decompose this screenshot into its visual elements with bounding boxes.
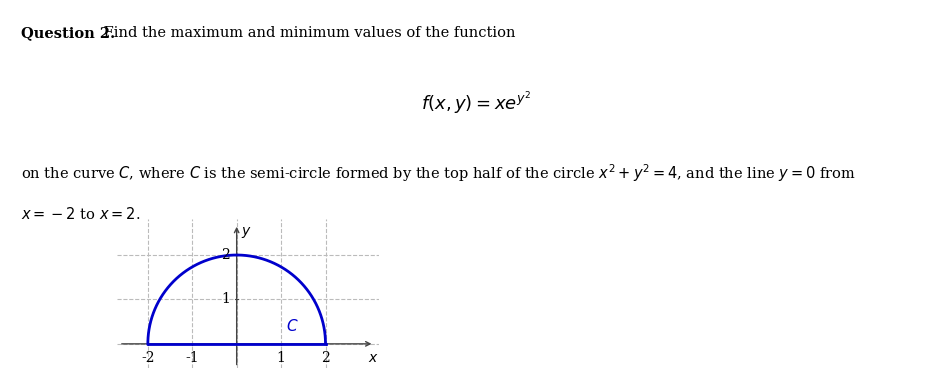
Text: 2: 2 xyxy=(221,248,229,262)
Text: 2: 2 xyxy=(321,352,329,365)
Text: $x = -2$ to $x = 2$.: $x = -2$ to $x = 2$. xyxy=(21,206,140,222)
Text: Find the maximum and minimum values of the function: Find the maximum and minimum values of t… xyxy=(99,26,515,40)
Text: 1: 1 xyxy=(221,292,229,307)
Text: $y$: $y$ xyxy=(241,225,251,240)
Text: on the curve $C$, where $C$ is the semi-circle formed by the top half of the cir: on the curve $C$, where $C$ is the semi-… xyxy=(21,162,855,183)
Text: $C$: $C$ xyxy=(286,318,298,334)
Text: -2: -2 xyxy=(141,352,154,365)
Text: $f(x,y) = xe^{y^2}$: $f(x,y) = xe^{y^2}$ xyxy=(421,89,531,117)
Text: -1: -1 xyxy=(186,352,199,365)
Text: Question 2.: Question 2. xyxy=(21,26,115,40)
Text: 1: 1 xyxy=(276,352,286,365)
Text: $x$: $x$ xyxy=(367,352,379,365)
